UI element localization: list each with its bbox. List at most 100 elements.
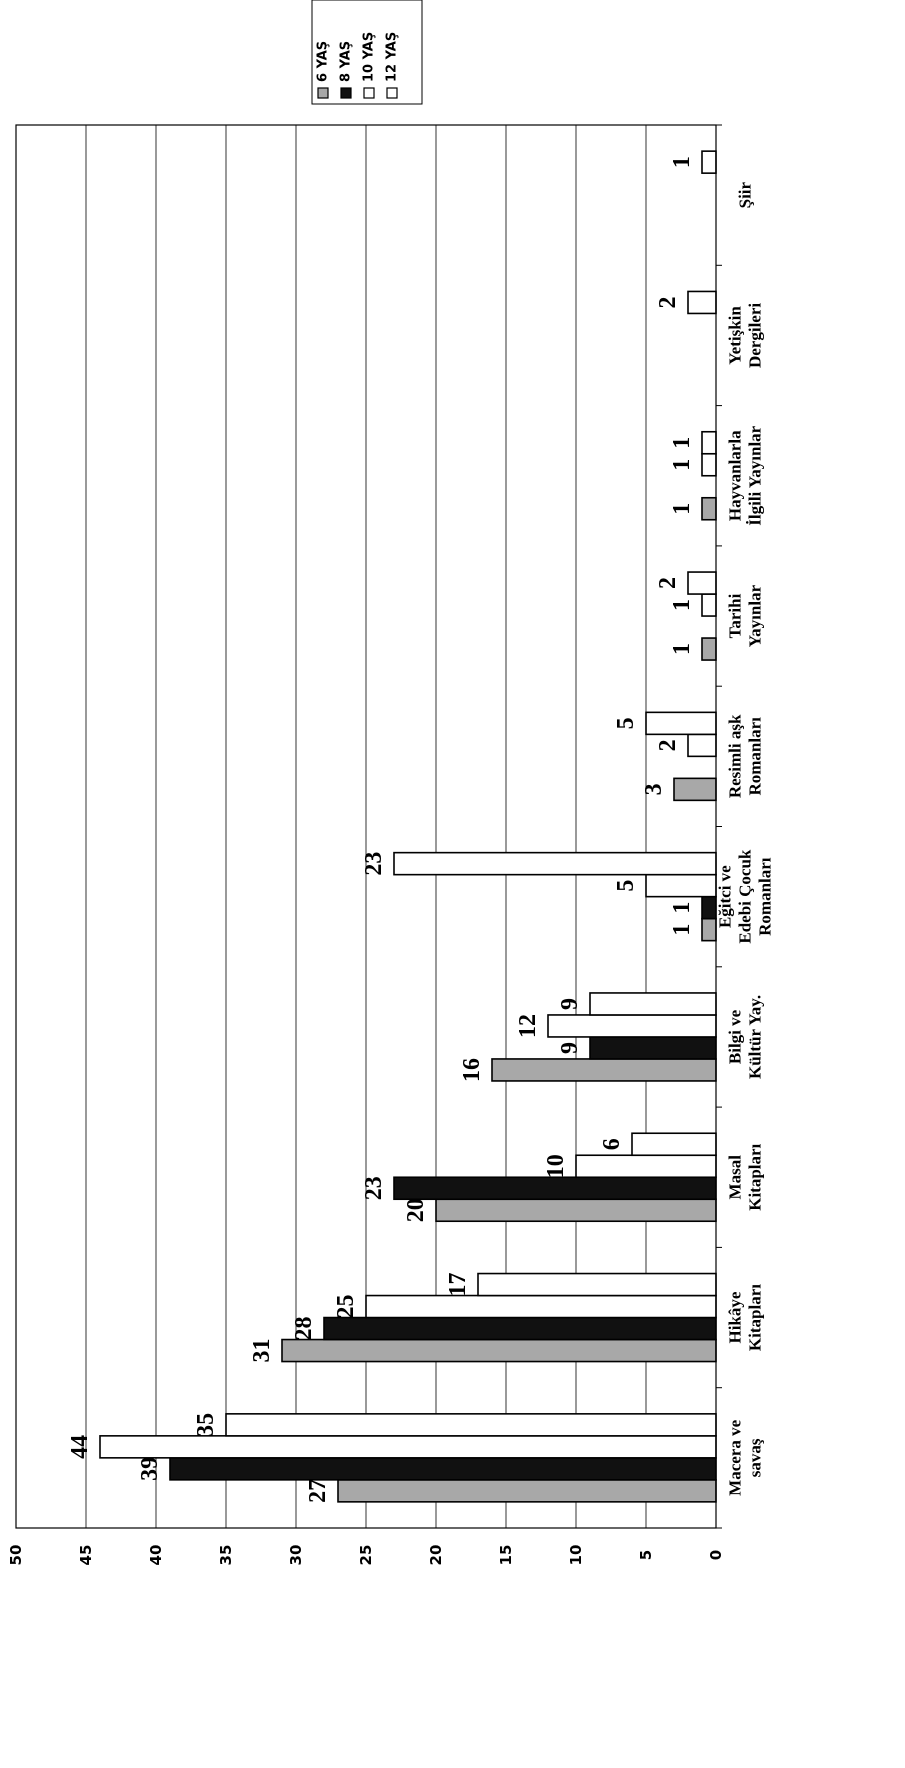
data-label: 23 — [361, 852, 387, 876]
data-label: 5 — [613, 717, 639, 729]
category-label: Dergileri — [746, 303, 765, 368]
bar — [701, 452, 717, 477]
legend-box — [311, 0, 423, 105]
bar — [701, 430, 717, 455]
category-label: Eğitci ve — [716, 865, 735, 928]
category-label: Macera ve — [726, 1419, 745, 1495]
value-tick-label: 45 — [77, 1545, 95, 1566]
legend: 6 YAŞ 8 YAŞ 10 YAŞ 12 YAŞ — [311, 0, 423, 105]
bar — [701, 593, 717, 617]
legend-label: 12 YAŞ — [385, 32, 400, 82]
data-label: 6 — [599, 1138, 625, 1150]
data-label: 2 — [655, 739, 681, 751]
data-label: 9 — [557, 1042, 583, 1054]
data-label: 17 — [445, 1273, 471, 1297]
bar — [687, 571, 717, 595]
bar — [687, 290, 717, 315]
data-label: 35 — [193, 1413, 219, 1437]
value-tick-label: 35 — [217, 1545, 235, 1566]
plot-frame — [15, 124, 722, 1529]
bar — [589, 1036, 717, 1060]
data-label: 16 — [459, 1058, 485, 1082]
category-label: Romanları — [756, 857, 775, 936]
bar — [673, 777, 717, 802]
data-label: 1 — [669, 437, 695, 449]
bar — [281, 1338, 717, 1363]
data-label: 10 — [543, 1154, 569, 1178]
bar — [645, 711, 717, 736]
category-label: Edebi Çocuk — [736, 849, 755, 944]
category-label: Şiir — [736, 181, 755, 208]
data-label: 1 — [669, 459, 695, 471]
bar — [477, 1272, 717, 1297]
bar — [547, 1014, 717, 1038]
data-label: 39 — [137, 1457, 163, 1481]
bar — [225, 1413, 717, 1437]
data-label: 23 — [361, 1176, 387, 1200]
bar — [687, 733, 717, 758]
category-label: Masal — [726, 1155, 745, 1200]
legend-swatch — [340, 87, 352, 99]
value-tick-label: 0 — [707, 1550, 725, 1560]
data-label: 1 — [669, 643, 695, 655]
category-label: Yayınlar — [746, 584, 765, 647]
bar — [393, 851, 717, 876]
bar — [701, 637, 717, 661]
data-labels: 2731201613113928239144251012521135176923… — [67, 156, 695, 1503]
data-label: 5 — [613, 880, 639, 892]
category-label: Tarihi — [726, 593, 745, 638]
data-label: 44 — [67, 1435, 93, 1459]
bar — [701, 895, 717, 920]
category-label: Kitapları — [746, 1143, 765, 1210]
category-label: İlgili Yayınlar — [746, 425, 765, 525]
bar — [631, 1132, 717, 1157]
category-label: savaş — [746, 1438, 765, 1477]
value-tick-label: 40 — [147, 1545, 165, 1566]
value-tick-label: 25 — [357, 1545, 375, 1566]
bar — [589, 992, 717, 1016]
value-tick-label: 30 — [287, 1545, 305, 1566]
data-label: 27 — [305, 1479, 331, 1503]
data-label: 12 — [515, 1014, 541, 1038]
value-axis: 0 5 10 15 20 25 30 35 40 45 50 — [7, 1545, 725, 1566]
data-label: 9 — [557, 998, 583, 1010]
category-label: Romanları — [746, 717, 765, 796]
legend-label: 6 YAŞ — [316, 41, 331, 82]
bar — [337, 1479, 717, 1503]
data-label: 2 — [655, 577, 681, 589]
data-label: 28 — [291, 1317, 317, 1341]
bar — [491, 1058, 717, 1082]
bar — [365, 1294, 717, 1319]
data-label: 20 — [403, 1198, 429, 1222]
value-tick-label: 10 — [567, 1545, 585, 1566]
category-label: Kitapları — [746, 1284, 765, 1351]
data-label: 1 — [669, 156, 695, 168]
data-label: 25 — [333, 1295, 359, 1319]
category-label: Resimli aşk — [726, 714, 745, 798]
data-label: 31 — [249, 1339, 275, 1363]
data-label: 2 — [655, 296, 681, 308]
bar — [169, 1457, 717, 1481]
category-label: Kültür Yay. — [746, 995, 765, 1079]
category-label: Bilgi ve — [726, 1009, 745, 1064]
bar — [323, 1316, 717, 1341]
legend-swatch — [363, 87, 375, 99]
legend-swatch — [386, 87, 398, 99]
bars — [99, 150, 717, 1503]
bar — [701, 150, 717, 174]
value-tick-label: 15 — [497, 1545, 515, 1566]
category-label: Yetişkin — [726, 306, 745, 365]
bar — [701, 496, 717, 521]
bar — [393, 1176, 717, 1201]
data-label: 1 — [669, 924, 695, 936]
legend-label: 8 YAŞ — [339, 41, 354, 82]
value-tick-label: 5 — [637, 1550, 655, 1560]
data-label: 3 — [641, 783, 667, 795]
legend-label: 10 YAŞ — [362, 32, 377, 82]
category-label: Hikâye — [726, 1291, 745, 1343]
bar — [435, 1198, 717, 1223]
bar — [575, 1154, 717, 1179]
data-label: 1 — [669, 599, 695, 611]
